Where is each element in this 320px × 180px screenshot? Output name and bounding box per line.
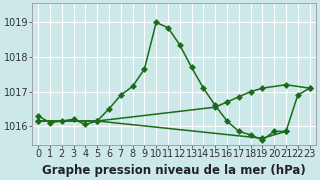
X-axis label: Graphe pression niveau de la mer (hPa): Graphe pression niveau de la mer (hPa) xyxy=(42,163,306,177)
